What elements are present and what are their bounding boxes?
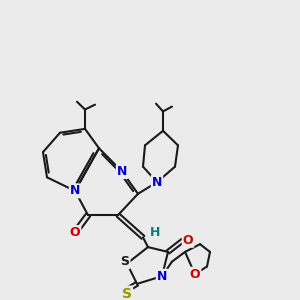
Text: O: O xyxy=(183,234,193,247)
Text: O: O xyxy=(70,226,80,239)
Text: O: O xyxy=(190,268,200,281)
Text: N: N xyxy=(152,176,162,189)
Text: N: N xyxy=(117,165,127,178)
Text: S: S xyxy=(122,286,132,300)
Text: N: N xyxy=(70,184,80,197)
Text: H: H xyxy=(150,226,160,239)
Text: S: S xyxy=(121,255,130,268)
Text: N: N xyxy=(157,270,167,283)
